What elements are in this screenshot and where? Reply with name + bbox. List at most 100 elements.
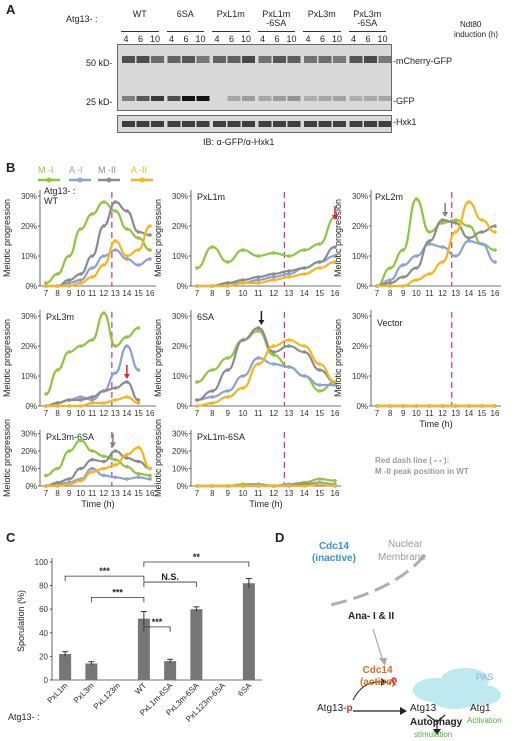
data-point (375, 404, 379, 408)
data-point (137, 401, 141, 405)
y-axis-label: Meiotic progression (2, 199, 12, 277)
y-tick-label: 20% (21, 342, 37, 351)
x-tick-label: 12 (99, 289, 108, 298)
timepoint-15: 4 (348, 34, 360, 44)
data-point (56, 272, 60, 276)
data-point (114, 209, 118, 213)
y-axis-label: Meiotic progression (2, 319, 12, 397)
data-point (287, 254, 291, 258)
data-point (90, 449, 94, 453)
data-point (195, 398, 199, 402)
nuclear-label: Nuclear (388, 539, 422, 550)
chart-5: 0%10%20%30%7 8 9 10 11 12 13 14 15 16Meiotic prog… (333, 310, 501, 429)
x-tick-label: 11 (254, 289, 263, 298)
data-point (56, 484, 60, 488)
blot-hxk1 (117, 115, 392, 133)
data-point (114, 344, 118, 348)
band-hxk1-9 (259, 121, 272, 127)
data-point (102, 254, 106, 258)
data-point (480, 218, 484, 222)
timepoint-10: 6 (271, 34, 283, 44)
band-gfp-17 (379, 96, 392, 101)
data-point (493, 404, 497, 408)
x-tick-label: 14 (464, 289, 473, 298)
data-point (44, 484, 48, 488)
data-point (401, 404, 405, 408)
data-point (467, 236, 471, 240)
x-tick-label: 16 (146, 289, 155, 298)
x-tick-label: 15 (477, 289, 486, 298)
y-tick-label: 0% (356, 402, 368, 411)
data-point (226, 484, 230, 488)
strain-underline-0 (121, 31, 159, 32)
data-point (114, 248, 118, 252)
x-tick-label: 9 (225, 289, 230, 298)
timepoint-3: 4 (166, 34, 178, 44)
chart-title-line1: Atg13- : (44, 186, 76, 196)
y-tick-label: 10% (21, 252, 37, 261)
data-point (287, 484, 291, 488)
data-point (90, 467, 94, 471)
x-tick-label: 10 (239, 289, 248, 298)
data-point (272, 272, 276, 276)
data-point (287, 344, 291, 348)
x-tick-label: 11 (88, 489, 97, 498)
data-point (56, 481, 60, 485)
x-tick-label: 14 (300, 489, 309, 498)
band-gfp-0 (122, 96, 135, 101)
dash-note-text-b: ): (444, 456, 449, 465)
data-point (125, 395, 129, 399)
band-hxk1-5 (197, 121, 210, 127)
data-point (241, 248, 245, 252)
ana-label: Ana- I & II (348, 611, 394, 622)
band-hxk1-16 (364, 121, 377, 127)
y-tick-label: 0% (25, 282, 37, 291)
band-mcherry-0 (122, 56, 135, 63)
data-point (90, 401, 94, 405)
x-tick-label: 10 (76, 489, 85, 498)
ib-label: IB: α-GFP/α-Hxk1 (203, 137, 274, 147)
x-tick-label: 15 (315, 409, 324, 418)
data-point (79, 479, 83, 483)
data-point (102, 200, 106, 204)
timepoint-14: 10 (331, 34, 343, 44)
data-point (137, 472, 141, 476)
data-point (114, 239, 118, 243)
x-tick-label: 10 (76, 289, 85, 298)
bar-y-tick-label: 80 (39, 582, 48, 591)
data-point (272, 251, 276, 255)
data-point (125, 456, 129, 460)
y-tick-label: 30% (21, 192, 37, 201)
chart-title: PxL3m-6SA (46, 432, 94, 442)
y-tick-label: 30% (21, 430, 37, 439)
bar-y-tick-label: 40 (39, 629, 48, 638)
data-point (44, 284, 48, 288)
strain-underline-2 (212, 31, 250, 32)
x-tick-label: 13 (111, 409, 120, 418)
band-hxk1-1 (137, 121, 150, 127)
chart-title: PxL1m-6SA (197, 432, 245, 442)
data-point (137, 460, 141, 464)
x-tick-label: 14 (122, 289, 131, 298)
y-axis-label: Meiotic progression (333, 319, 343, 397)
band-hxk1-7 (228, 121, 241, 127)
stimulation-label: stimulation (414, 730, 452, 739)
bar-4 (164, 661, 176, 680)
data-point (79, 439, 83, 443)
x-tick-label: 8 (210, 489, 215, 498)
data-point (318, 482, 322, 486)
x-tick-label: 16 (331, 289, 340, 298)
x-tick-label: 12 (269, 289, 278, 298)
strain-header-5: PxL3m -6SA (339, 10, 395, 28)
band-hxk1-12 (304, 121, 317, 127)
data-point (226, 389, 230, 393)
membrane-label: Membrane (378, 552, 426, 563)
band-gfp-13 (319, 96, 332, 101)
data-point (388, 404, 392, 408)
data-point (401, 284, 405, 288)
x-tick-label: 13 (285, 489, 294, 498)
bar-5 (190, 609, 202, 680)
data-point (56, 284, 60, 288)
data-point (102, 389, 106, 393)
data-point (467, 404, 471, 408)
